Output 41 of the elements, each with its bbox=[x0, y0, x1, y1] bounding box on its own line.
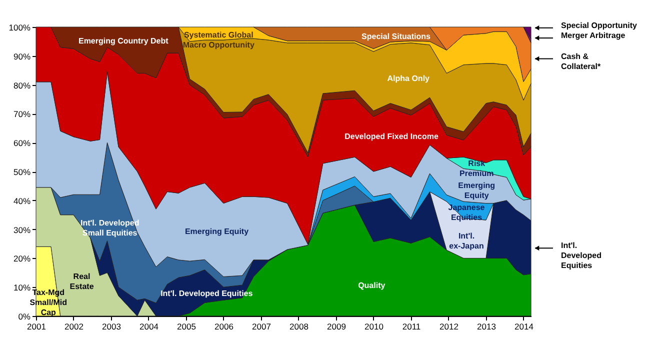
series-label: Developed Fixed Income bbox=[344, 132, 439, 141]
y-tick-label: 70% bbox=[13, 109, 31, 120]
y-tick-label: 10% bbox=[13, 282, 31, 293]
text: Emerging Equity bbox=[184, 227, 249, 236]
y-tick-label: 30% bbox=[13, 224, 31, 235]
y-tick-label: 20% bbox=[13, 254, 31, 264]
series-label: Alpha Only bbox=[387, 74, 430, 84]
series-label: Int'l. Developed Equities bbox=[160, 289, 254, 298]
x-tick-label: 2004 bbox=[140, 322, 159, 332]
x-tick-label: 2009 bbox=[327, 322, 346, 332]
x-tick-label: 2001 bbox=[27, 322, 46, 332]
text: Special Opportunity bbox=[561, 20, 638, 30]
series-label: Risk Premium bbox=[460, 158, 494, 178]
y-tick-label: 90% bbox=[13, 51, 31, 62]
y-tick-label: 50% bbox=[13, 167, 31, 177]
x-tick-label: 2007 bbox=[252, 322, 272, 332]
y-tick-label: 100% bbox=[8, 22, 31, 32]
y-tick-label: 40% bbox=[13, 196, 31, 206]
y-tick-label: 0% bbox=[18, 312, 31, 322]
text: Cash & Collateral* bbox=[561, 52, 602, 71]
x-tick-label: 2006 bbox=[214, 322, 234, 332]
series-label: Int'l. ex-Japan bbox=[449, 232, 484, 251]
x-tick-label: 2010 bbox=[364, 322, 384, 332]
series-label: Emerging Equity bbox=[458, 180, 496, 200]
text: Merger Arbitrage bbox=[561, 30, 626, 40]
x-tick-label: 2003 bbox=[102, 322, 122, 332]
x-tick-label: 2002 bbox=[64, 322, 84, 332]
x-tick-label: 2014 bbox=[514, 322, 534, 332]
series-label: Real Estate bbox=[70, 272, 94, 291]
y-tick-label: 80% bbox=[13, 80, 31, 90]
series-label: Systematic Global Macro Opportunity bbox=[182, 30, 255, 50]
series-label: Emerging Country Debt bbox=[78, 36, 169, 46]
text: Int'l. Developed Equities bbox=[561, 241, 602, 270]
x-tick-label: 2011 bbox=[402, 322, 421, 332]
x-tick-label: 2012 bbox=[440, 322, 459, 332]
x-tick-label: 2013 bbox=[477, 322, 496, 332]
x-tick-label: 2005 bbox=[177, 322, 196, 332]
series-label: Special Situations bbox=[362, 32, 432, 41]
y-tick-label: 60% bbox=[13, 138, 31, 148]
x-tick-label: 2008 bbox=[290, 322, 309, 332]
series-label: Quality bbox=[358, 280, 386, 290]
